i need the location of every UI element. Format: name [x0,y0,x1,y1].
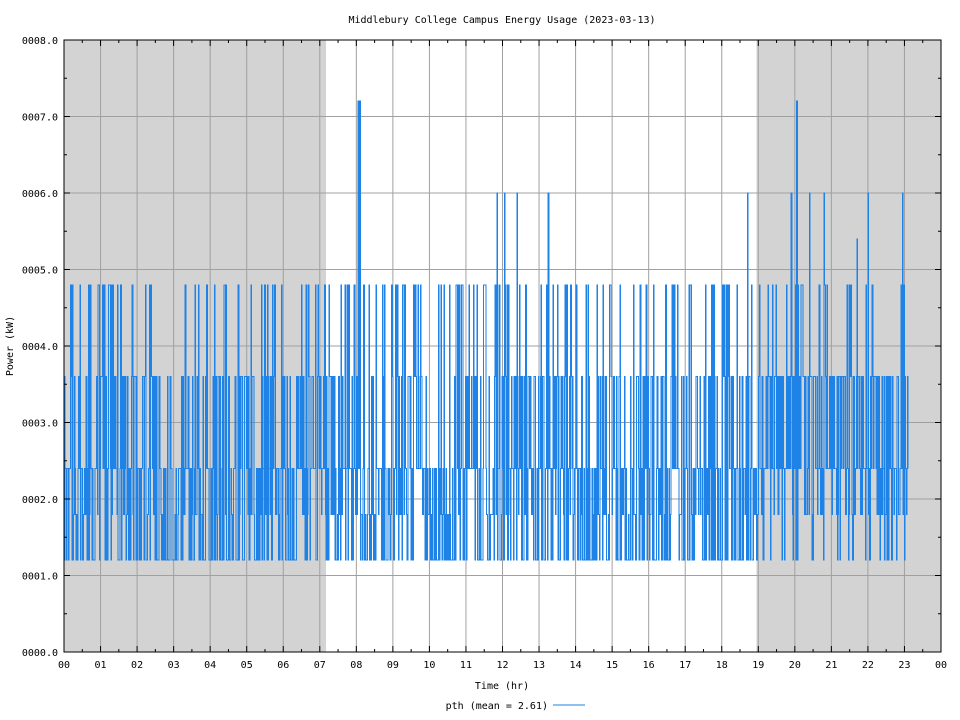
y-tick-label: 0002.0 [22,495,58,506]
x-tick-label: 03 [168,660,180,671]
series-pth [64,100,909,561]
x-tick-label: 00 [935,660,947,671]
x-tick-label: 22 [862,660,874,671]
x-tick-label: 00 [58,660,70,671]
x-tick-label: 23 [898,660,910,671]
series-line-pth [64,100,909,561]
legend: pth (mean = 2.61) [446,701,585,712]
x-tick-labels: 00 01 02 03 04 05 06 07 08 09 10 11 12 13 14 15 16 17 18 19… [58,660,947,671]
x-tick-label: 07 [314,660,326,671]
x-tick-label: 16 [643,660,655,671]
y-tick-label: 0003.0 [22,419,58,430]
x-tick-label: 08 [350,660,362,671]
y-tick-label: 0005.0 [22,266,58,277]
y-tick-label: 0006.0 [22,189,58,200]
y-tick-label: 0004.0 [22,342,58,353]
x-tick-label: 14 [570,660,582,671]
x-tick-label: 06 [277,660,289,671]
y-tick-labels: 0000.0 0001.0 0002.0 0003.0 0004.0 0005.0 0006… [22,36,58,659]
grid [63,39,942,653]
x-tick-label: 09 [387,660,399,671]
x-tick-label: 18 [716,660,728,671]
x-tick-label: 13 [533,660,545,671]
x-tick-label: 10 [423,660,435,671]
x-tick-label: 01 [95,660,107,671]
x-tick-label: 05 [241,660,253,671]
axis-ticks [63,39,942,653]
y-axis-label: Power (kW) [5,316,16,376]
x-tick-label: 12 [496,660,508,671]
x-tick-label: 21 [825,660,837,671]
y-tick-label: 0008.0 [22,36,58,47]
legend-label: pth (mean = 2.61) [446,701,548,712]
x-tick-label: 20 [789,660,801,671]
x-tick-label: 11 [460,660,472,671]
x-tick-label: 17 [679,660,691,671]
x-tick-label: 19 [752,660,764,671]
y-tick-label: 0007.0 [22,113,58,124]
y-tick-label: 0001.0 [22,572,58,583]
x-axis-label: Time (hr) [475,681,529,692]
y-tick-label: 0000.0 [22,648,58,659]
x-tick-label: 04 [204,660,216,671]
chart-title: Middlebury College Campus Energy Usage (… [348,15,655,26]
x-tick-label: 02 [131,660,143,671]
x-tick-label: 15 [606,660,618,671]
